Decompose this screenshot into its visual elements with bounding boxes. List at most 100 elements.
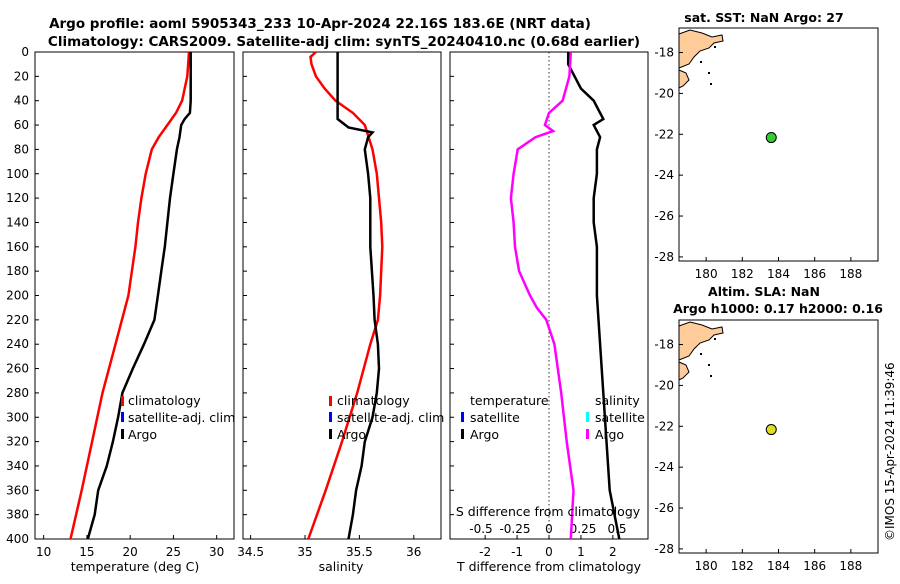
temperature-axes: [34, 51, 235, 540]
map-y-tick-label: -20: [654, 86, 674, 100]
legend-swatch-sal-argo: [586, 429, 589, 439]
legend-swatch-argo: [461, 429, 464, 439]
map-y-tick-label: -18: [654, 46, 674, 60]
depth-tick-label: 240: [6, 337, 29, 351]
x-tick-label: -2: [479, 545, 491, 559]
imos-watermark: ©IMOS 15-Apr-2024 11:39:46: [883, 362, 897, 541]
legend-swatch-satellite: [121, 412, 124, 422]
legend-swatch-climatology: [329, 396, 332, 406]
map-y-tick-label: -24: [654, 168, 674, 182]
sla-map-axes: [678, 319, 879, 554]
depth-tick-label: 100: [6, 167, 29, 181]
map-ticks: 180 182 184 186 188 -18 -20 -22 -24 -26 -28 180 182 1…: [654, 46, 862, 573]
legend-swatch-argo: [329, 429, 332, 439]
s-difference-ticks: -0.5 -0.25 0 0.25 0.5: [469, 522, 626, 536]
sst-map-layer: [678, 29, 777, 144]
island: [710, 83, 712, 85]
island: [710, 375, 712, 377]
depth-tick-label: 80: [14, 142, 29, 156]
s-tick-label: -0.25: [499, 522, 530, 536]
depth-tick-label: 220: [6, 313, 29, 327]
depth-tick-label: 40: [14, 94, 29, 108]
x-tick-label: 35: [297, 545, 312, 559]
x-tick-label: 35.5: [346, 545, 373, 559]
legend-label-satellite: satellite-adj. clim: [128, 410, 235, 425]
land-fiji-south: [678, 361, 690, 381]
map-x-tick-label: 188: [839, 559, 862, 573]
s-tick-label: 0.25: [570, 522, 597, 536]
depth-tick-label: 160: [6, 240, 29, 254]
x-tick-label: 25: [166, 545, 181, 559]
legend-label-sal-satellite: satellite: [595, 410, 645, 425]
map-y-tick-label: -26: [654, 501, 674, 515]
difference-legend-temperature: temperature satellite Argo: [461, 393, 549, 442]
depth-axis: 0 20 40 60 80 100 120 140 160 180 200 220 240 260 280 3…: [6, 45, 454, 546]
depth-tick-label: 0: [21, 45, 29, 59]
depth-tick-label: 180: [6, 264, 29, 278]
x-tick-label: 10: [36, 545, 51, 559]
salinity-difference-line: [509, 51, 575, 540]
depth-tick-label: 120: [6, 191, 29, 205]
legend-label-argo: Argo: [337, 427, 366, 442]
map-y-tick-label: -28: [654, 250, 674, 264]
sla-map-layer: [678, 321, 777, 436]
legend-label-argo: Argo: [470, 427, 499, 442]
salinity-axes: [242, 51, 442, 540]
island: [714, 338, 716, 340]
depth-tick-label: 200: [6, 289, 29, 303]
legend-swatch-sal-satellite: [586, 412, 589, 422]
x-tick-label: 34.5: [237, 545, 264, 559]
map-x-tick-label: 180: [695, 267, 718, 281]
sla-map-subtitle: Argo h1000: 0.17 h2000: 0.16: [673, 301, 883, 316]
depth-tick-label: 260: [6, 362, 29, 376]
temperature-legend: climatology satellite-adj. clim Argo: [121, 393, 235, 442]
title-line-2: Climatology: CARS2009. Satellite-adj cli…: [48, 34, 640, 50]
legend-swatch-argo: [121, 429, 124, 439]
map-y-tick-label: -26: [654, 209, 674, 223]
legend-swatch-climatology: [121, 396, 124, 406]
map-x-tick-label: 186: [803, 559, 826, 573]
land-fiji-south: [678, 69, 690, 89]
x-tick-label: 2: [609, 545, 617, 559]
legend-label-sal-argo: Argo: [595, 427, 624, 442]
legend-label-climatology: climatology: [128, 393, 201, 408]
difference-legend-salinity: salinity satellite Argo: [586, 393, 645, 442]
x-tick-label: 36: [406, 545, 421, 559]
salinity-legend: climatology satellite-adj. clim Argo: [329, 393, 444, 442]
map-y-tick-label: -24: [654, 460, 674, 474]
depth-tick-label: 340: [6, 459, 29, 473]
map-y-tick-label: -18: [654, 338, 674, 352]
island: [708, 364, 710, 366]
x-tick-label: 15: [79, 545, 94, 559]
island: [708, 72, 710, 74]
island: [714, 46, 716, 48]
temperature-climatology-line: [69, 51, 191, 540]
depth-tick-label: 300: [6, 410, 29, 424]
argo-float-marker: [765, 424, 777, 436]
map-x-tick-label: 182: [731, 267, 754, 281]
temperature-x-label: temperature (deg C): [71, 559, 200, 574]
legend-label-argo: Argo: [128, 427, 157, 442]
map-y-tick-label: -22: [654, 419, 674, 433]
argo-float-marker: [765, 132, 777, 144]
map-x-tick-label: 184: [767, 267, 790, 281]
depth-tick-label: 400: [6, 532, 29, 546]
legend-label-temperature: temperature: [470, 393, 549, 408]
depth-tick-label: 280: [6, 386, 29, 400]
map-x-tick-label: 184: [767, 559, 790, 573]
map-y-tick-label: -28: [654, 542, 674, 556]
depth-tick-label: 60: [14, 118, 29, 132]
temperature-x-ticks: 10 15 20 25 30: [36, 535, 224, 559]
temperature-difference-line: [566, 52, 621, 540]
map-y-tick-label: -22: [654, 127, 674, 141]
salinity-x-ticks: 34.5 35 35.5 36: [237, 535, 421, 559]
temperature-argo-line: [86, 52, 192, 540]
legend-swatch-satellite: [329, 412, 332, 422]
x-tick-label: 30: [209, 545, 224, 559]
map-x-tick-label: 180: [695, 559, 718, 573]
island: [700, 353, 702, 355]
sla-map-title: Altim. SLA: NaN: [708, 284, 820, 299]
map-y-tick-label: -20: [654, 378, 674, 392]
legend-label-satellite: satellite-adj. clim: [337, 410, 444, 425]
difference-x-label: T difference from climatology: [456, 559, 642, 574]
